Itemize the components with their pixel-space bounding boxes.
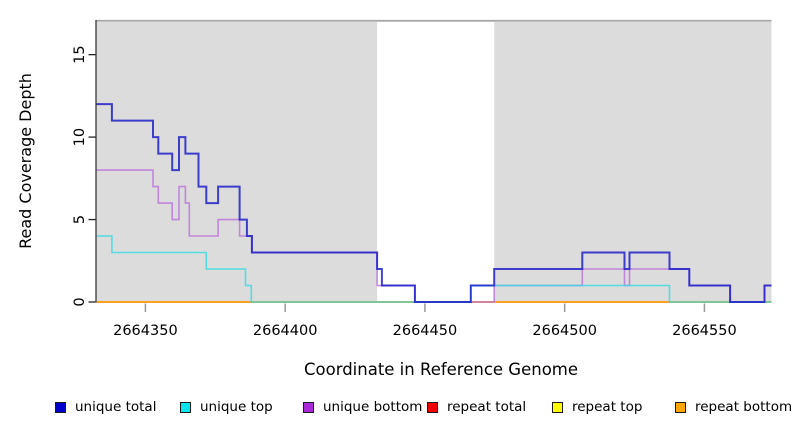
y-tick-label: 10 xyxy=(72,128,88,146)
chart-legend: unique total unique top unique bottom repea… xyxy=(0,396,792,422)
y-axis-title: Read Coverage Depth xyxy=(16,73,35,249)
legend-item-repeat-total: repeat total xyxy=(427,396,526,418)
y-tick-label: 0 xyxy=(72,297,88,306)
gap-band xyxy=(377,22,495,302)
x-axis-title: Coordinate in Reference Genome xyxy=(304,360,578,379)
x-tick-label: 2664500 xyxy=(532,323,597,339)
legend-swatch-icon xyxy=(55,401,66,413)
legend-swatch-icon xyxy=(303,401,314,413)
series-unique-top xyxy=(96,235,772,303)
legend-item-unique-top: unique top xyxy=(180,396,273,418)
legend-swatch-icon xyxy=(675,401,686,413)
legend-label: repeat top xyxy=(572,399,643,415)
legend-label: unique top xyxy=(200,399,273,415)
series-unique-total xyxy=(96,103,772,303)
legend-item-unique-total: unique total xyxy=(55,396,156,418)
x-tick-label: 2664400 xyxy=(253,323,318,339)
legend-item-repeat-bottom: repeat bottom xyxy=(675,396,792,418)
chart-svg: 0 5 10 15 2664350 2664400 2664450 2664500 266455… xyxy=(16,19,772,379)
x-tick-label: 2664550 xyxy=(672,323,737,339)
y-tick-label: 15 xyxy=(72,45,88,63)
x-tick-label: 2664450 xyxy=(393,323,458,339)
legend-label: unique bottom xyxy=(323,399,423,415)
legend-label: unique total xyxy=(75,399,157,415)
x-tick-label: 2664350 xyxy=(113,323,178,339)
legend-label: repeat total xyxy=(447,399,527,415)
legend-swatch-icon xyxy=(552,401,563,413)
legend-label: repeat bottom xyxy=(695,399,792,415)
y-tick-label: 5 xyxy=(72,215,88,224)
legend-swatch-icon xyxy=(427,401,438,413)
legend-item-repeat-top: repeat top xyxy=(552,396,642,418)
legend-swatch-icon xyxy=(180,401,191,413)
legend-item-unique-bottom: unique bottom xyxy=(303,396,422,418)
